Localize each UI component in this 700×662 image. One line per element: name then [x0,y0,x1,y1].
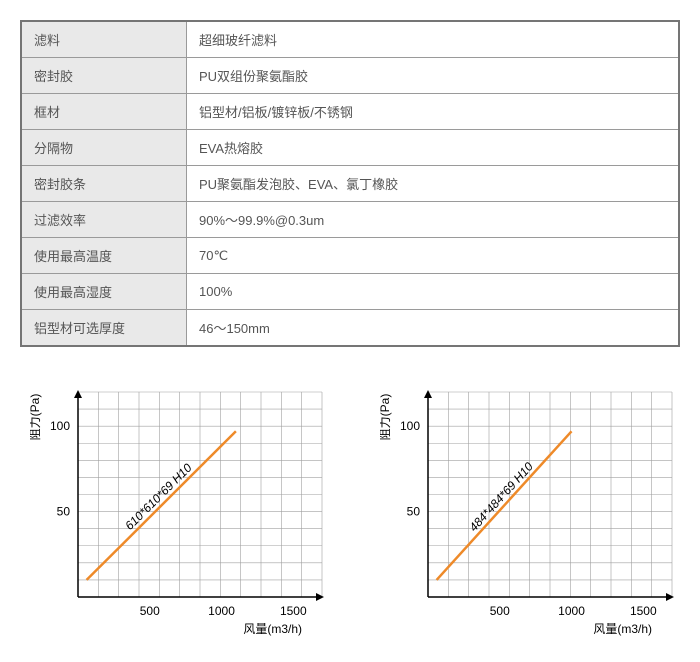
table-row: 使用最高温度70℃ [21,238,679,274]
table-label: 过滤效率 [21,202,187,238]
table-row: 密封胶PU双组份聚氨酯胶 [21,58,679,94]
svg-text:100: 100 [50,419,70,433]
table-value: PU聚氨酯发泡胶、EVA、氯丁橡胶 [187,166,680,202]
chart-left: 50 100 500 1000 1500 阻力(Pa) 风量(m3/h) 610*610*69… [30,387,330,642]
table-row: 铝型材可选厚度46～150mm [21,310,679,347]
table-label: 铝型材可选厚度 [21,310,187,347]
svg-text:484*484*69 H10: 484*484*69 H10 [466,459,536,534]
svg-text:风量(m3/h): 风量(m3/h) [243,622,302,636]
spec-table: 滤料超细玻纤滤料密封胶PU双组份聚氨酯胶框材铝型材/铝板/镀锌板/不锈钢分隔物E… [20,20,680,347]
table-value: PU双组份聚氨酯胶 [187,58,680,94]
svg-text:1000: 1000 [558,604,585,618]
table-row: 使用最高湿度100% [21,274,679,310]
table-row: 分隔物EVA热熔胶 [21,130,679,166]
svg-text:1500: 1500 [280,604,307,618]
table-row: 过滤效率90%～99.9%@0.3um [21,202,679,238]
table-row: 框材铝型材/铝板/镀锌板/不锈钢 [21,94,679,130]
table-label: 分隔物 [21,130,187,166]
svg-text:风量(m3/h): 风量(m3/h) [593,622,652,636]
svg-text:1000: 1000 [208,604,235,618]
table-value: 铝型材/铝板/镀锌板/不锈钢 [187,94,680,130]
table-row: 滤料超细玻纤滤料 [21,21,679,58]
table-value: EVA热熔胶 [187,130,680,166]
spec-table-body: 滤料超细玻纤滤料密封胶PU双组份聚氨酯胶框材铝型材/铝板/镀锌板/不锈钢分隔物E… [21,21,679,346]
table-value: 70℃ [187,238,680,274]
table-label: 密封胶 [21,58,187,94]
table-value: 46～150mm [187,310,680,347]
svg-text:阻力(Pa): 阻力(Pa) [30,394,42,441]
svg-text:1500: 1500 [630,604,657,618]
table-label: 使用最高湿度 [21,274,187,310]
svg-text:50: 50 [57,505,71,519]
svg-text:500: 500 [140,604,160,618]
table-value: 90%～99.9%@0.3um [187,202,680,238]
svg-text:100: 100 [400,419,420,433]
table-label: 框材 [21,94,187,130]
table-value: 超细玻纤滤料 [187,21,680,58]
table-label: 滤料 [21,21,187,58]
svg-text:610*610*69 H10: 610*610*69 H10 [122,461,195,533]
charts-row: 50 100 500 1000 1500 阻力(Pa) 风量(m3/h) 610*610*69… [20,387,680,642]
chart-right: 50 100 500 1000 1500 阻力(Pa) 风量(m3/h) 484*484*69… [380,387,680,642]
table-value: 100% [187,274,680,310]
svg-text:阻力(Pa): 阻力(Pa) [380,394,392,441]
table-row: 密封胶条PU聚氨酯发泡胶、EVA、氯丁橡胶 [21,166,679,202]
svg-text:500: 500 [490,604,510,618]
table-label: 使用最高温度 [21,238,187,274]
svg-text:50: 50 [407,505,421,519]
table-label: 密封胶条 [21,166,187,202]
